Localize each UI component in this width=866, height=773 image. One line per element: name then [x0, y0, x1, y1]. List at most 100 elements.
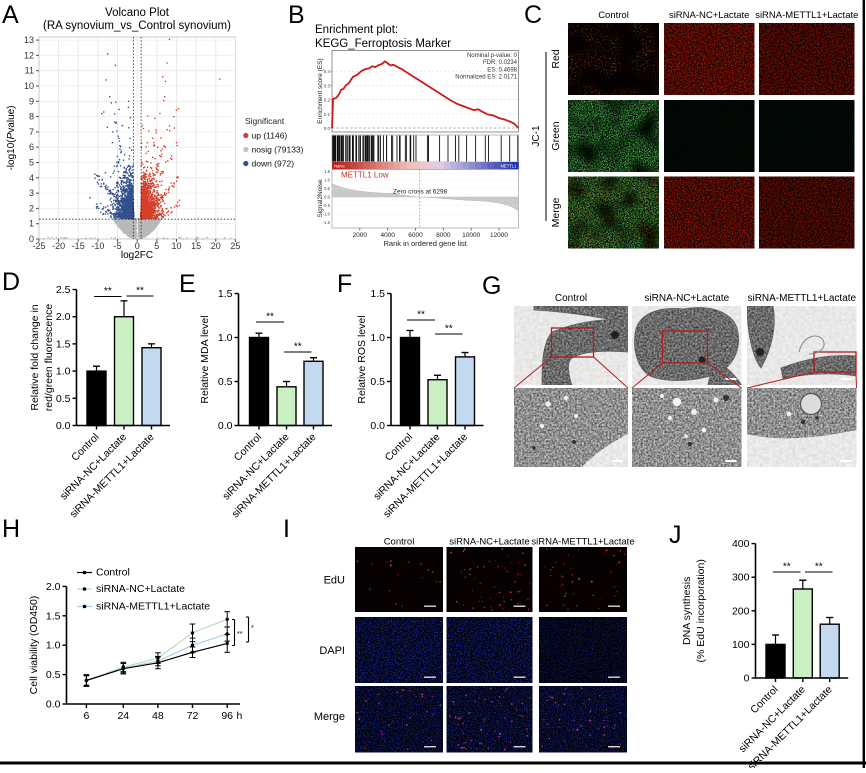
svg-text:0.2: 0.2: [324, 98, 331, 103]
svg-text:-25: -25: [32, 241, 45, 251]
svg-text:**: **: [783, 562, 791, 573]
svg-text:2: 2: [29, 203, 34, 213]
svg-text:0.5: 0.5: [324, 186, 330, 191]
svg-text:ES: 0.4698: ES: 0.4698: [487, 67, 517, 73]
svg-text:0.5: 0.5: [218, 376, 233, 388]
svg-text:Nominal p-value: 0: Nominal p-value: 0: [467, 53, 518, 59]
svg-text:siRNA-METTL1+Lactate: siRNA-METTL1+Lactate: [531, 537, 634, 548]
svg-text:0.0: 0.0: [56, 420, 71, 432]
svg-text:Merge: Merge: [314, 711, 345, 723]
svg-text:**: **: [136, 286, 144, 297]
svg-text:0.5: 0.5: [46, 669, 61, 681]
svg-text:2000: 2000: [353, 232, 368, 239]
svg-text:20: 20: [211, 241, 221, 251]
svg-text:0: 0: [135, 241, 140, 251]
svg-text:1.5: 1.5: [218, 288, 233, 300]
svg-text:9: 9: [29, 96, 34, 106]
svg-text:0.1: 0.1: [324, 112, 331, 117]
svg-text:J: J: [669, 521, 682, 549]
svg-text:2.0: 2.0: [46, 581, 61, 593]
svg-text:siRNA-METTL1+Lactate: siRNA-METTL1+Lactate: [96, 601, 210, 613]
svg-text:0.0: 0.0: [46, 699, 61, 711]
svg-text:JC-1: JC-1: [531, 125, 542, 147]
svg-text:Control: Control: [555, 293, 587, 304]
svg-text:Merge: Merge: [550, 197, 562, 227]
svg-text:EdU: EdU: [324, 575, 345, 587]
svg-text:1.5: 1.5: [370, 288, 385, 300]
svg-text:siRNA-NC+Lactate: siRNA-NC+Lactate: [449, 537, 530, 548]
svg-text:h: h: [237, 710, 243, 722]
svg-text:H: H: [2, 515, 20, 543]
svg-text:METTL1 Low: METTL1 Low: [341, 171, 389, 180]
svg-text:Control: Control: [598, 10, 629, 21]
svg-text:-1.0: -1.0: [323, 212, 331, 217]
svg-text:(RA synovium_vs_Control synovi: (RA synovium_vs_Control synovium): [43, 20, 231, 32]
svg-text:0.0: 0.0: [218, 420, 233, 432]
svg-text:siRNA-METTL1+Lactate: siRNA-METTL1+Lactate: [755, 10, 858, 21]
svg-text:1.0: 1.0: [370, 332, 385, 344]
svg-text:B: B: [288, 1, 305, 29]
svg-text:0.0: 0.0: [324, 195, 330, 200]
svg-text:**: **: [266, 312, 274, 323]
svg-text:DAPI: DAPI: [319, 645, 345, 657]
svg-text:log2FC: log2FC: [121, 250, 153, 261]
svg-text:siRNA-NC+Lactate: siRNA-NC+Lactate: [669, 10, 750, 21]
svg-text:E: E: [179, 270, 196, 298]
svg-text:Zero cross at 6298: Zero cross at 6298: [393, 189, 448, 196]
svg-text:**: **: [417, 310, 425, 321]
svg-text:red/green fluorescence: red/green fluorescence: [43, 304, 55, 412]
svg-text:0.0: 0.0: [370, 420, 385, 432]
svg-text:6000: 6000: [408, 232, 423, 239]
svg-text:Volcano Plot: Volcano Plot: [105, 7, 170, 19]
svg-text:300: 300: [732, 572, 750, 584]
svg-text:6: 6: [83, 710, 89, 722]
svg-text:up (1146): up (1146): [252, 131, 288, 141]
svg-text:8000: 8000: [436, 232, 451, 239]
svg-text:-5: -5: [113, 241, 121, 251]
svg-text:(% EdU incorporation): (% EdU incorporation): [695, 559, 707, 662]
svg-text:Relative fold change in: Relative fold change in: [29, 304, 41, 410]
svg-text:-1.5: -1.5: [323, 220, 331, 225]
svg-text:25: 25: [230, 241, 240, 251]
svg-text:1: 1: [29, 219, 34, 229]
svg-text:400: 400: [732, 538, 750, 550]
svg-text:nosig (79133): nosig (79133): [252, 145, 304, 155]
svg-text:10000: 10000: [462, 232, 480, 239]
svg-text:1.0: 1.0: [46, 640, 61, 652]
svg-text:100: 100: [732, 639, 750, 651]
svg-text:72: 72: [187, 710, 199, 722]
svg-text:G: G: [482, 272, 501, 300]
svg-text:siRNA-NC+Lactate: siRNA-NC+Lactate: [644, 293, 729, 304]
svg-text:2.0: 2.0: [56, 311, 71, 323]
svg-text:F: F: [337, 270, 352, 298]
svg-text:A: A: [2, 1, 19, 29]
svg-text:Naive: Naive: [334, 164, 345, 169]
svg-text:Relative MDA level: Relative MDA level: [199, 315, 211, 403]
svg-text:*: *: [251, 625, 254, 632]
svg-text:siRNA-NC+Lactate: siRNA-NC+Lactate: [96, 583, 185, 595]
svg-text:C: C: [524, 1, 542, 29]
svg-text:**: **: [815, 562, 823, 573]
svg-text:5: 5: [29, 158, 34, 168]
svg-text:Significant: Significant: [245, 116, 285, 126]
svg-text:**: **: [445, 324, 453, 335]
svg-text:0: 0: [29, 234, 34, 244]
svg-text:0: 0: [744, 673, 750, 685]
svg-text:FDR: 0.0234: FDR: 0.0234: [483, 60, 518, 66]
svg-text:1.0: 1.0: [218, 332, 233, 344]
svg-text:1.5: 1.5: [324, 169, 330, 174]
svg-text:**: **: [237, 631, 243, 638]
svg-text:Normalized ES: 2.0171: Normalized ES: 2.0171: [455, 75, 517, 81]
svg-text:10: 10: [24, 81, 34, 91]
svg-text:Relative ROS level: Relative ROS level: [356, 315, 368, 403]
svg-text:Enrichment score (ES): Enrichment score (ES): [317, 58, 324, 123]
svg-text:24: 24: [117, 710, 129, 722]
svg-text:Enrichment plot:: Enrichment plot:: [315, 24, 398, 36]
svg-text:Rank in ordered gene list: Rank in ordered gene list: [384, 239, 468, 248]
svg-text:1.5: 1.5: [56, 338, 71, 350]
svg-text:Cell viability (OD450): Cell viability (OD450): [28, 596, 40, 695]
svg-text:96: 96: [221, 710, 233, 722]
svg-text:-0.5: -0.5: [323, 203, 331, 208]
svg-text:12000: 12000: [490, 232, 508, 239]
svg-text:Control: Control: [96, 567, 130, 579]
